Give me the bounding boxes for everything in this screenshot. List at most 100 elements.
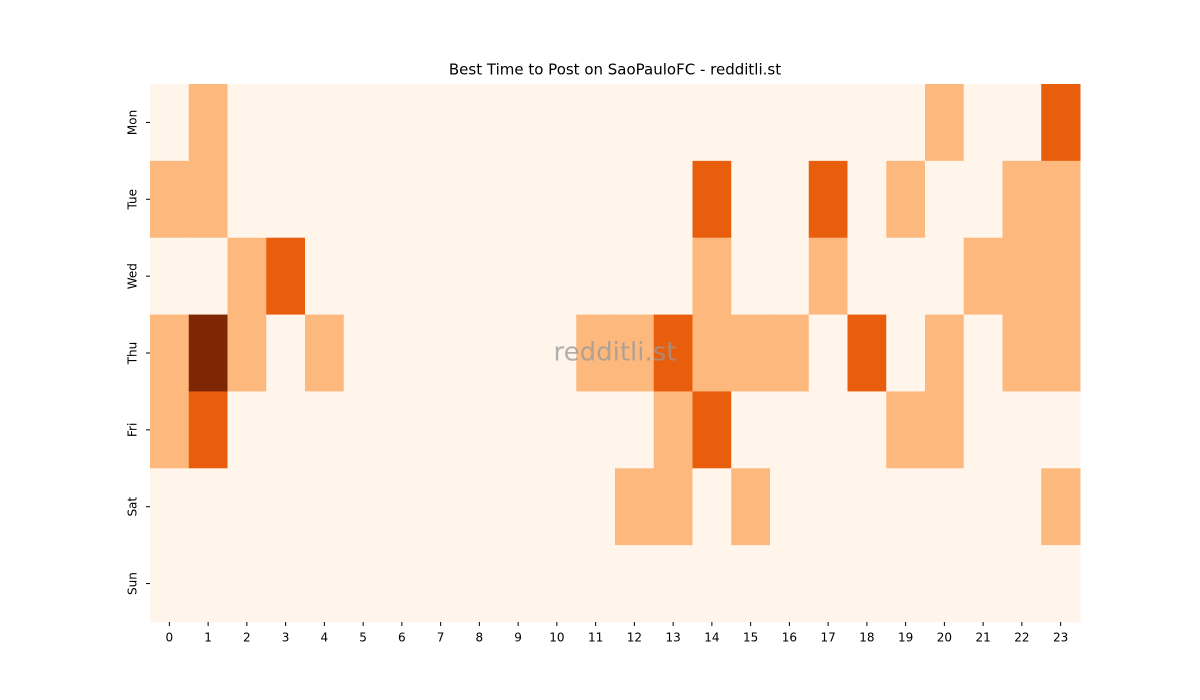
heatmap-cell	[576, 160, 616, 239]
heatmap-cell	[615, 237, 655, 316]
heatmap-cell	[653, 468, 693, 546]
heatmap-cell	[770, 468, 810, 546]
heatmap-cell	[343, 160, 383, 239]
heatmap-cell	[925, 391, 965, 469]
heatmap-cell	[1041, 237, 1081, 316]
heatmap-cell	[227, 545, 267, 623]
heatmap-cell	[886, 468, 926, 546]
heatmap-cell	[808, 314, 848, 392]
heatmap-cell	[382, 314, 422, 392]
heatmap-cell	[150, 84, 190, 162]
chart-title: Best Time to Post on SaoPauloFC - reddit…	[449, 61, 781, 79]
heatmap-cell	[460, 237, 500, 316]
heatmap-cell	[1002, 84, 1042, 162]
heatmap-cell	[692, 468, 732, 546]
heatmap-cell	[1002, 545, 1042, 623]
heatmap-cell	[382, 545, 422, 623]
x-tick-label: 18	[859, 631, 874, 645]
heatmap-cell	[692, 160, 732, 239]
heatmap-cell	[808, 237, 848, 316]
heatmap-cell	[150, 391, 190, 469]
heatmap-cell	[305, 314, 345, 392]
heatmap-cell	[653, 84, 693, 162]
heatmap-cell	[266, 160, 306, 239]
heatmap-cell	[653, 545, 693, 623]
heatmap-cell	[576, 468, 616, 546]
heatmap-cell	[421, 545, 461, 623]
heatmap-cell	[266, 84, 306, 162]
heatmap-cell	[227, 237, 267, 316]
heatmap-cell	[731, 160, 771, 239]
heatmap-cell	[886, 84, 926, 162]
heatmap-cell	[1041, 160, 1081, 239]
heatmap-cell	[692, 237, 732, 316]
heatmap-cell	[808, 545, 848, 623]
heatmap-cell	[305, 391, 345, 469]
heatmap-cells	[150, 84, 1081, 623]
heatmap-cell	[615, 160, 655, 239]
heatmap-cell	[1041, 468, 1081, 546]
heatmap-cell	[886, 160, 926, 239]
heatmap-cell	[150, 314, 190, 392]
y-tick-label: Wed	[126, 263, 140, 289]
heatmap-cell	[653, 160, 693, 239]
heatmap-cell	[227, 391, 267, 469]
heatmap-cell	[692, 545, 732, 623]
heatmap-cell	[963, 314, 1003, 392]
x-tick-label: 5	[359, 631, 367, 645]
heatmap-cell	[847, 160, 887, 239]
heatmap-cell	[460, 391, 500, 469]
watermark: redditli.st	[554, 338, 677, 368]
heatmap-cell	[188, 468, 228, 546]
y-tick-label: Thu	[126, 342, 140, 366]
heatmap-cell	[305, 545, 345, 623]
y-tick-label: Fri	[126, 423, 140, 437]
y-tick-label: Sun	[126, 572, 140, 595]
heatmap-cell	[925, 468, 965, 546]
heatmap-cell	[731, 391, 771, 469]
heatmap-cell	[227, 84, 267, 162]
heatmap-cell	[808, 468, 848, 546]
heatmap-cell	[382, 391, 422, 469]
heatmap-cell	[537, 160, 577, 239]
x-tick-label: 22	[1014, 631, 1029, 645]
heatmap-cell	[305, 160, 345, 239]
heatmap-cell	[925, 160, 965, 239]
heatmap-cell	[305, 84, 345, 162]
heatmap-cell	[692, 84, 732, 162]
heatmap-cell	[150, 468, 190, 546]
y-tick-label: Sat	[126, 497, 140, 517]
heatmap-cell	[925, 237, 965, 316]
x-tick-label: 10	[549, 631, 564, 645]
heatmap-cell	[886, 314, 926, 392]
heatmap-cell	[305, 237, 345, 316]
heatmap-cell	[537, 84, 577, 162]
heatmap-cell	[188, 237, 228, 316]
heatmap-cell	[498, 84, 538, 162]
heatmap-cell	[925, 545, 965, 623]
heatmap-cell	[343, 84, 383, 162]
heatmap-cell	[653, 237, 693, 316]
heatmap-cell	[421, 84, 461, 162]
heatmap-cell	[188, 545, 228, 623]
heatmap-cell	[847, 468, 887, 546]
heatmap-cell	[537, 468, 577, 546]
heatmap-cell	[421, 391, 461, 469]
heatmap-cell	[770, 84, 810, 162]
heatmap-cell	[847, 237, 887, 316]
heatmap-cell	[460, 314, 500, 392]
x-tick-label: 12	[627, 631, 642, 645]
heatmap-cell	[343, 468, 383, 546]
heatmap-cell	[343, 545, 383, 623]
heatmap-cell	[150, 237, 190, 316]
x-tick-label: 2	[243, 631, 251, 645]
heatmap-cell	[653, 314, 693, 392]
heatmap-cell	[770, 545, 810, 623]
heatmap-cell	[188, 314, 228, 392]
heatmap-cell	[963, 84, 1003, 162]
x-tick-label: 17	[820, 631, 835, 645]
heatmap-cell	[1002, 160, 1042, 239]
heatmap-cell	[382, 84, 422, 162]
heatmap-cell	[227, 160, 267, 239]
heatmap-cell	[576, 314, 616, 392]
